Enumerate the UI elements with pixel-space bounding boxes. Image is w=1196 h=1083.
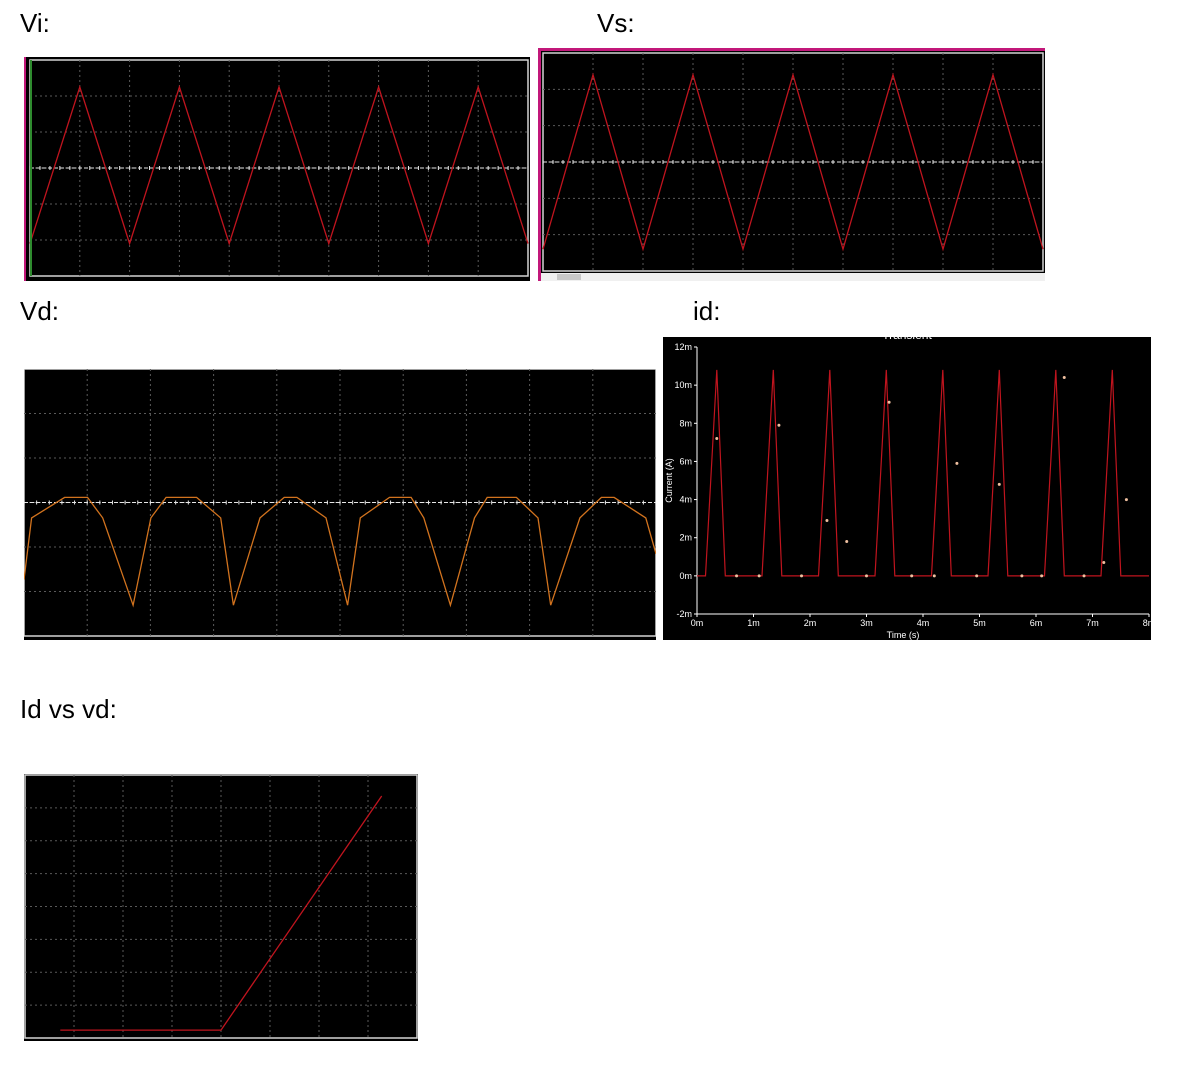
- sample-marker: [997, 482, 1001, 486]
- sample-marker: [735, 574, 739, 578]
- vi-plot: [29, 59, 529, 277]
- id-label: id:: [693, 296, 721, 326]
- y-axis-label: Current (A): [664, 458, 674, 503]
- sample-marker: [1040, 574, 1044, 578]
- sample-marker: [777, 423, 781, 427]
- sample-marker: [932, 574, 936, 578]
- sample-marker: [1082, 574, 1086, 578]
- y-tick-label: 4m: [679, 495, 692, 505]
- sample-marker: [865, 574, 868, 578]
- current-trace: [697, 369, 1149, 577]
- vs-label: Vs:: [597, 8, 635, 38]
- id-vs-vd-scope: [24, 774, 418, 1041]
- horizontal-scrollbar: [541, 273, 1045, 281]
- y-tick-label: 2m: [679, 533, 692, 543]
- y-tick-label: 6m: [679, 456, 692, 466]
- y-tick-label: 10m: [674, 380, 692, 390]
- scrollbar-thumb: [557, 274, 581, 280]
- id-transient-chart: Transient-2m0m2m4m6m8m10m12m0m1m2m3m4m5m…: [663, 337, 1151, 640]
- x-axis-label: Time (s): [887, 630, 920, 640]
- vs-plot: [541, 52, 1045, 281]
- trace-line: [60, 795, 383, 1031]
- trace-line: [24, 496, 656, 608]
- sample-marker: [1124, 498, 1128, 502]
- chart-title: Transient: [882, 337, 932, 342]
- x-tick-label: 6m: [1030, 618, 1043, 628]
- y-tick-label: 8m: [679, 418, 692, 428]
- sample-marker: [910, 574, 914, 578]
- x-tick-label: 8m: [1143, 618, 1151, 628]
- trace-line: [29, 84, 529, 246]
- vs-scope: [538, 48, 1045, 281]
- sample-marker: [975, 574, 979, 578]
- vd-plot: [24, 369, 656, 637]
- x-tick-label: 2m: [804, 618, 817, 628]
- sample-marker: [1102, 561, 1106, 565]
- sample-marker: [757, 574, 761, 578]
- x-tick-label: 3m: [860, 618, 873, 628]
- trace-line: [542, 72, 1044, 252]
- vd-label: Vd:: [20, 296, 60, 326]
- sample-marker: [715, 437, 719, 441]
- x-tick-label: 1m: [747, 618, 760, 628]
- vi-label: Vi:: [20, 8, 50, 38]
- vd-scope: [24, 369, 656, 640]
- sample-marker: [845, 540, 849, 544]
- sample-marker: [1020, 574, 1024, 578]
- id-vs-vd-label: Id vs vd:: [20, 694, 117, 724]
- id-vs-vd-plot: [24, 774, 418, 1039]
- x-tick-label: 5m: [973, 618, 986, 628]
- sample-marker: [825, 519, 829, 523]
- y-tick-label: -2m: [677, 609, 693, 619]
- x-tick-label: 4m: [917, 618, 930, 628]
- vi-scope: [24, 57, 530, 281]
- sample-marker: [800, 574, 804, 578]
- sample-marker: [1062, 376, 1066, 380]
- y-tick-label: 12m: [674, 342, 692, 352]
- x-tick-label: 0m: [691, 618, 704, 628]
- sample-marker: [887, 400, 891, 404]
- x-tick-label: 7m: [1086, 618, 1099, 628]
- id-plot: Transient-2m0m2m4m6m8m10m12m0m1m2m3m4m5m…: [664, 337, 1151, 640]
- sample-marker: [955, 461, 959, 465]
- y-tick-label: 0m: [679, 571, 692, 581]
